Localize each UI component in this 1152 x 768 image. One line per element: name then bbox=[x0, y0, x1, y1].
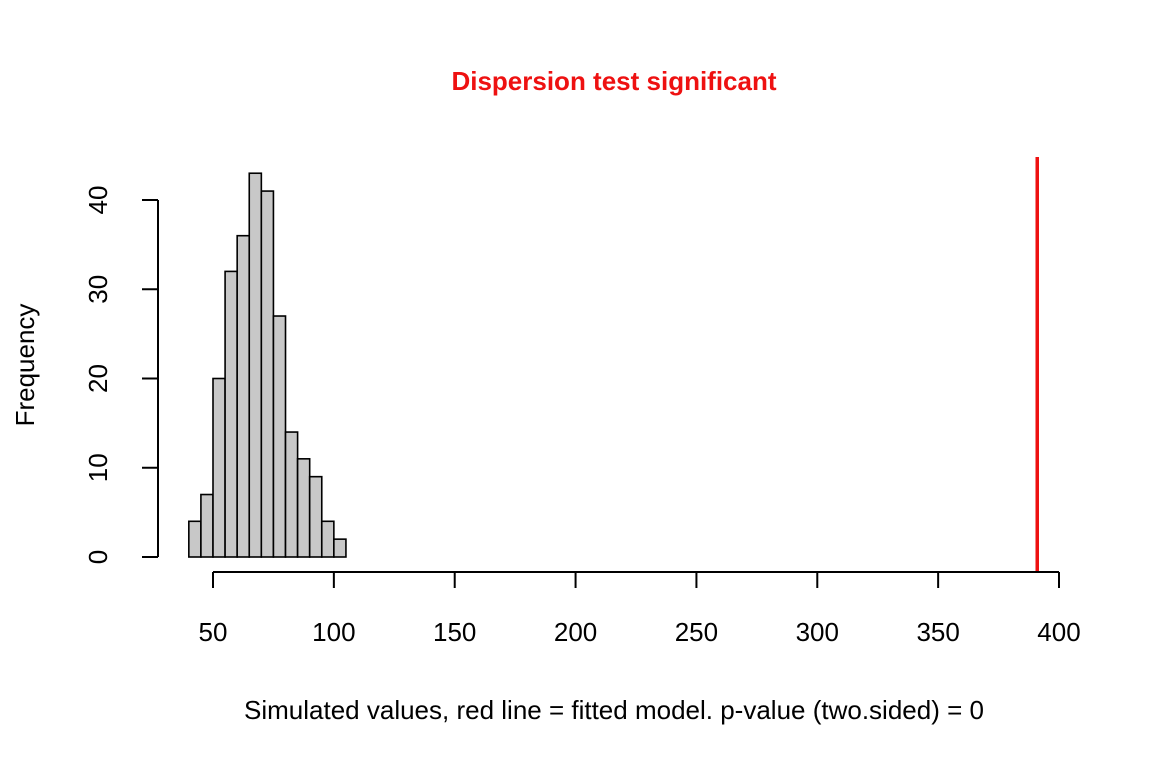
histogram-bar-11 bbox=[308, 475, 323, 558]
histogram-bar-9 bbox=[284, 431, 299, 558]
histogram-bar-6 bbox=[248, 172, 263, 558]
x-tick-label: 400 bbox=[1037, 617, 1080, 647]
histogram-bar-8 bbox=[272, 315, 287, 558]
x-tick-label: 150 bbox=[433, 617, 476, 647]
x-tick-label: 250 bbox=[675, 617, 718, 647]
histogram-bars bbox=[188, 172, 347, 558]
histogram-bar-2 bbox=[200, 493, 214, 558]
x-axis-label: Simulated values, red line = fitted mode… bbox=[244, 695, 984, 725]
x-tick-label: 100 bbox=[312, 617, 355, 647]
histogram-bar-5 bbox=[236, 234, 251, 558]
histogram-bar-12 bbox=[320, 520, 335, 558]
y-tick-label: 40 bbox=[83, 186, 113, 215]
x-axis: 50 100 150 200 250 300 350 400 bbox=[199, 571, 1081, 647]
y-tick-label: 0 bbox=[83, 550, 113, 564]
histogram-bar-3 bbox=[212, 377, 226, 558]
x-tick-label: 300 bbox=[796, 617, 839, 647]
histogram-bar-7 bbox=[260, 190, 275, 558]
y-axis-label: Frequency bbox=[10, 304, 40, 427]
histogram-bar-4 bbox=[224, 270, 238, 558]
y-tick-label: 30 bbox=[83, 275, 113, 304]
y-axis: 0 10 20 30 40 bbox=[83, 186, 159, 564]
x-tick-label: 200 bbox=[554, 617, 597, 647]
chart-title: Dispersion test significant bbox=[451, 66, 776, 96]
x-tick-label: 350 bbox=[916, 617, 959, 647]
histogram-bar-13 bbox=[333, 538, 347, 558]
histogram-bar-1 bbox=[188, 520, 202, 558]
x-tick-label: 50 bbox=[199, 617, 228, 647]
y-tick-label: 10 bbox=[83, 453, 113, 482]
y-tick-label: 20 bbox=[83, 364, 113, 393]
histogram-bar-10 bbox=[296, 458, 311, 558]
